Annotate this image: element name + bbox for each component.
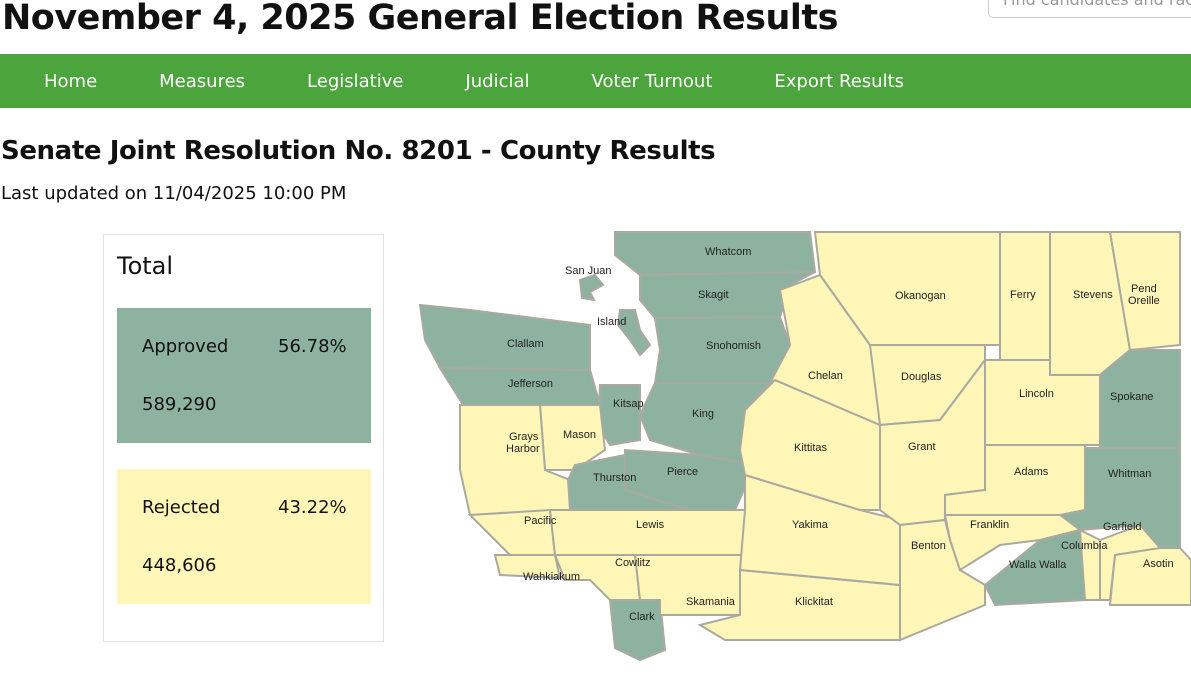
county-label-whatcom: Whatcom — [705, 246, 751, 258]
county-label-kittitas: Kittitas — [794, 442, 828, 454]
rejected-percent: 43.22% — [278, 497, 347, 518]
county-label-pacific: Pacific — [524, 515, 557, 527]
main-nav: Home Measures Legislative Judicial Voter… — [0, 54, 1191, 108]
nav-judicial[interactable]: Judicial — [465, 70, 530, 92]
county-label-san-juan: San Juan — [565, 265, 611, 277]
county-spokane[interactable] — [1099, 349, 1181, 449]
county-label-adams: Adams — [1014, 466, 1049, 478]
county-label-grays-harbor: Grays Harbor — [506, 431, 540, 455]
county-label-franklin: Franklin — [970, 519, 1009, 531]
approved-votes: 589,290 — [142, 394, 217, 415]
rejected-result: Rejected 43.22% 448,606 — [117, 469, 371, 604]
county-label-jefferson: Jefferson — [508, 378, 553, 390]
county-clallam[interactable] — [418, 303, 591, 372]
nav-export-results[interactable]: Export Results — [774, 70, 905, 92]
nav-legislative[interactable]: Legislative — [307, 70, 404, 92]
county-label-snohomish: Snohomish — [706, 340, 761, 352]
county-label-skamania: Skamania — [686, 596, 736, 608]
county-clark[interactable] — [608, 599, 667, 662]
page-title: November 4, 2025 General Election Result… — [2, 0, 838, 38]
county-label-chelan: Chelan — [808, 370, 843, 382]
rejected-votes: 448,606 — [142, 555, 217, 576]
approved-percent: 56.78% — [278, 336, 347, 357]
county-label-cowlitz: Cowlitz — [615, 557, 650, 569]
county-lewis[interactable] — [548, 509, 746, 556]
county-label-douglas: Douglas — [901, 371, 942, 383]
approved-result: Approved 56.78% 589,290 — [117, 308, 371, 443]
county-franklin[interactable] — [943, 514, 1083, 572]
total-results-panel: Total Approved 56.78% 589,290 Rejected 4… — [103, 234, 384, 642]
measure-title: Senate Joint Resolution No. 8201 - Count… — [1, 136, 716, 166]
county-label-lewis: Lewis — [636, 519, 665, 531]
county-label-garfield: Garfield — [1103, 521, 1142, 533]
county-label-asotin: Asotin — [1143, 558, 1174, 570]
county-san-juan[interactable] — [578, 273, 605, 302]
county-pend-oreille[interactable] — [1108, 231, 1181, 352]
county-label-benton: Benton — [911, 540, 946, 552]
county-label-grant: Grant — [908, 441, 936, 453]
county-label-yakima: Yakima — [792, 519, 829, 531]
county-label-thurston: Thurston — [593, 472, 636, 484]
county-label-wahkiakum: Wahkiakum — [523, 571, 580, 583]
county-wahkiakum[interactable] — [493, 554, 562, 580]
county-island[interactable] — [616, 309, 652, 357]
county-label-clallam: Clallam — [507, 338, 544, 350]
county-label-walla-walla: Walla Walla — [1009, 559, 1067, 571]
county-label-king: King — [692, 408, 714, 420]
county-asotin[interactable] — [1108, 547, 1191, 606]
county-label-lincoln: Lincoln — [1019, 388, 1054, 400]
county-label-klickitat: Klickitat — [795, 596, 833, 608]
county-label-spokane: Spokane — [1110, 391, 1153, 403]
last-updated: Last updated on 11/04/2025 10:00 PM — [1, 183, 347, 204]
county-label-whitman: Whitman — [1108, 468, 1151, 480]
nav-voter-turnout[interactable]: Voter Turnout — [591, 70, 713, 92]
county-label-island: Island — [597, 316, 626, 328]
county-label-columbia: Columbia — [1061, 540, 1108, 552]
total-heading: Total — [117, 252, 174, 280]
nav-home[interactable]: Home — [44, 70, 98, 92]
county-label-pend-oreille: Pend Oreille — [1128, 283, 1160, 307]
county-label-skagit: Skagit — [698, 289, 729, 301]
rejected-label: Rejected — [142, 497, 221, 518]
county-label-okanogan: Okanogan — [895, 290, 946, 302]
county-label-pierce: Pierce — [667, 466, 698, 478]
approved-label: Approved — [142, 336, 229, 357]
county-label-ferry: Ferry — [1010, 289, 1036, 301]
search-input[interactable] — [988, 0, 1191, 18]
county-label-clark: Clark — [629, 611, 655, 623]
county-label-kitsap: Kitsap — [613, 398, 644, 410]
county-label-mason: Mason — [563, 429, 596, 441]
county-label-stevens: Stevens — [1073, 289, 1113, 301]
nav-measures[interactable]: Measures — [159, 70, 246, 92]
